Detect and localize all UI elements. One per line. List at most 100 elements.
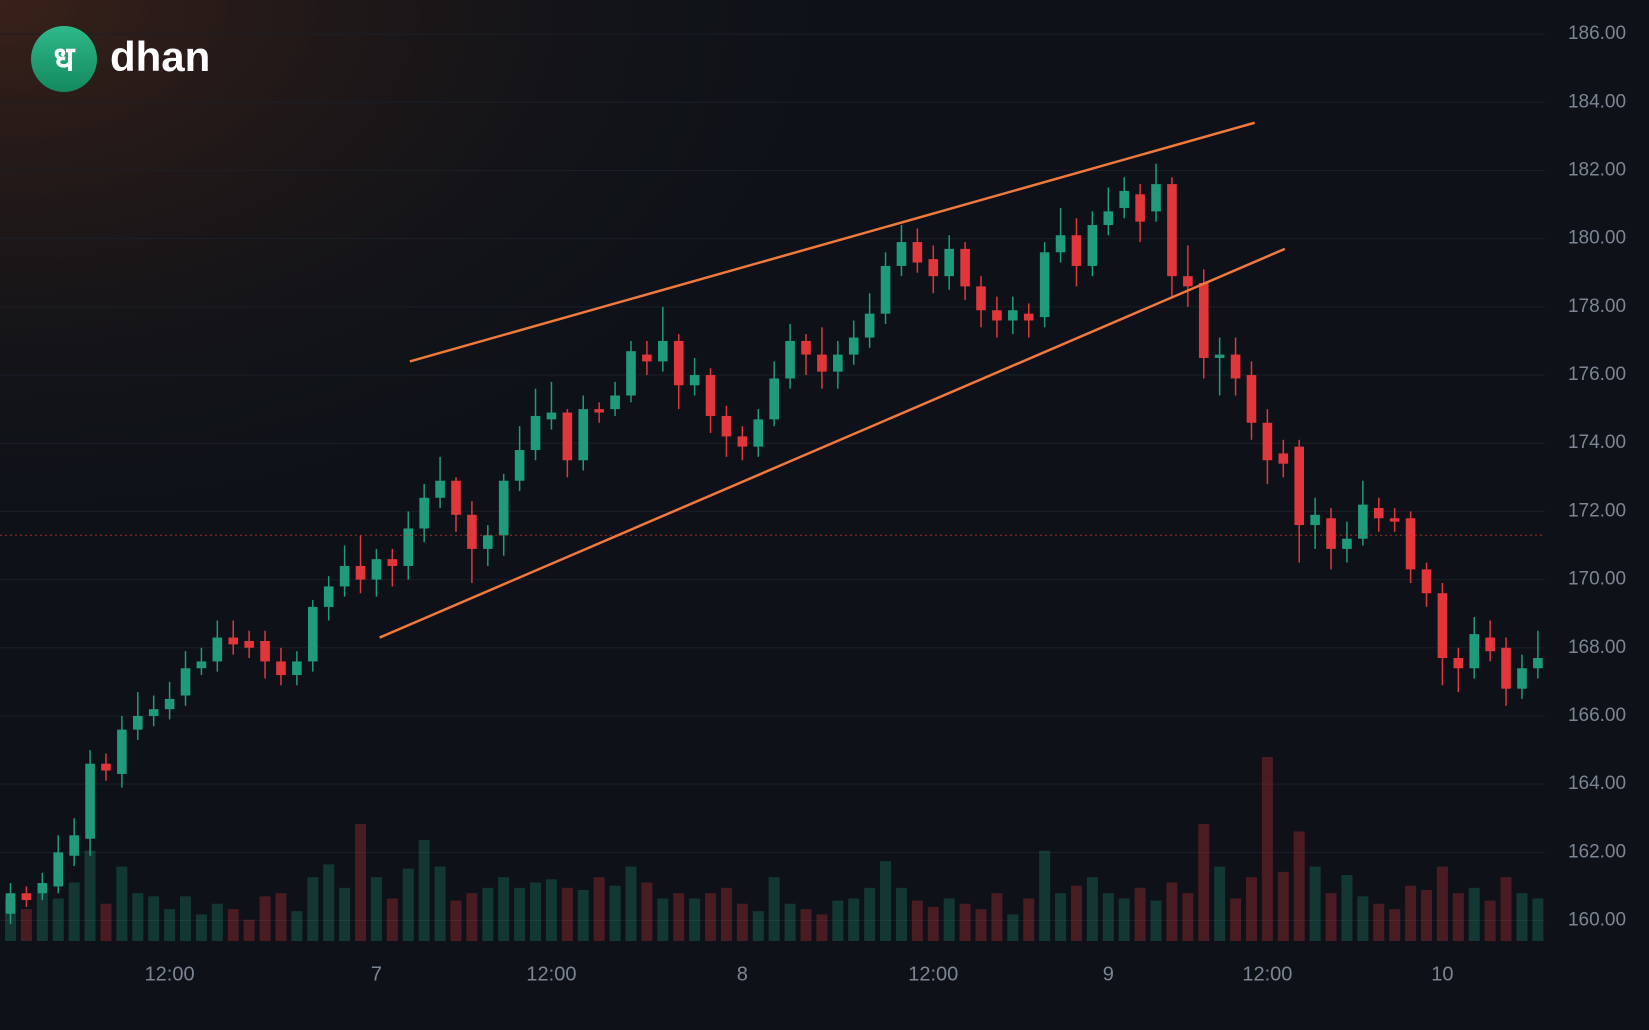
x-tick-label: 8	[737, 963, 748, 985]
logo-text: dhan	[110, 33, 210, 80]
volume-bar	[991, 893, 1003, 941]
volume-bar	[1452, 893, 1464, 941]
volume-bar	[370, 877, 382, 941]
volume-bar	[100, 903, 112, 941]
candle-body	[1198, 282, 1209, 358]
candle-body	[467, 514, 477, 549]
volume-bar	[275, 893, 287, 941]
candle-body	[419, 497, 429, 529]
candle-body	[1389, 518, 1400, 522]
candle-body	[658, 340, 668, 362]
volume-bar	[1436, 866, 1448, 941]
volume-bar	[1055, 893, 1067, 941]
candle-body	[1310, 514, 1320, 526]
y-tick-label: 182.00	[1568, 159, 1626, 180]
candle-body	[801, 340, 811, 355]
volume-bar	[880, 861, 892, 941]
volume-bar	[1134, 887, 1146, 941]
candle-body	[896, 242, 907, 266]
candle-body	[578, 409, 589, 461]
candle-body	[355, 565, 366, 580]
candle-body	[530, 415, 541, 451]
volume-bar	[1532, 898, 1544, 941]
y-tick-label: 172.00	[1568, 500, 1626, 521]
y-tick-label: 184.00	[1568, 91, 1626, 112]
volume-bar	[1500, 877, 1512, 941]
candle-body	[69, 835, 79, 856]
candle-body	[1167, 184, 1177, 277]
volume-bar	[355, 824, 367, 941]
candle-body	[196, 661, 207, 669]
candle-body	[323, 586, 334, 607]
volume-bar	[339, 887, 351, 941]
candle-body	[944, 248, 954, 277]
y-tick-label: 180.00	[1568, 228, 1626, 249]
candle-body	[180, 668, 191, 696]
logo-icon	[31, 26, 97, 92]
volume-bar	[1118, 898, 1130, 941]
candle-body	[1421, 569, 1432, 594]
trendline	[409, 121, 1256, 363]
candle-body	[880, 265, 891, 314]
volume-bar	[832, 900, 844, 941]
volume-bar	[673, 893, 685, 941]
candle-body	[5, 893, 16, 914]
volume-bar	[1198, 824, 1210, 941]
volume-bar	[1293, 831, 1305, 941]
volume-bar	[1150, 900, 1162, 941]
volume-bar	[1214, 866, 1226, 941]
candle-body	[817, 354, 827, 372]
candle-body	[1453, 658, 1464, 669]
candle-body	[562, 412, 573, 461]
candle-body	[85, 763, 95, 839]
candle-body	[21, 893, 32, 901]
volume-bar	[386, 898, 398, 941]
candle-body	[1358, 504, 1368, 539]
volume-bar	[1341, 875, 1353, 941]
volume-bar	[689, 898, 701, 941]
volume-bar	[609, 885, 621, 941]
volume-bar	[68, 882, 80, 941]
volume-bar	[1182, 893, 1194, 941]
volume-bar	[577, 889, 589, 941]
volume-bar	[418, 839, 430, 941]
volume-bar	[116, 866, 128, 941]
volume-bar	[243, 919, 255, 941]
volume-bar	[1405, 885, 1417, 941]
candle-body	[976, 286, 986, 311]
y-tick-label: 174.00	[1568, 432, 1626, 453]
candle-body	[1055, 235, 1066, 253]
volume-bar	[1277, 871, 1289, 941]
candle-body	[546, 412, 557, 420]
volume-bar	[895, 887, 907, 941]
candle-body	[1151, 184, 1161, 212]
candle-body	[53, 852, 64, 887]
candle-body	[1342, 538, 1352, 549]
candle-body	[212, 637, 223, 662]
volume-bar	[1309, 866, 1321, 941]
volume-bar	[959, 903, 971, 941]
candle-body	[785, 340, 795, 379]
volume-bar	[482, 887, 494, 941]
volume-bar	[1070, 885, 1082, 941]
candle-body	[833, 354, 843, 372]
volume-bar	[466, 893, 478, 941]
y-tick-label: 178.00	[1568, 296, 1626, 317]
candle-body	[721, 415, 732, 437]
candle-body	[451, 480, 461, 515]
volume-bar	[211, 903, 223, 941]
volume-bar	[561, 887, 573, 941]
volume-bar	[1468, 887, 1480, 941]
candle-body	[292, 661, 302, 676]
volume-bar	[84, 850, 96, 941]
volume-bar	[720, 887, 732, 941]
candle-body	[753, 419, 764, 447]
candle-body	[626, 351, 636, 396]
candle-body	[1214, 354, 1225, 358]
y-tick-label: 176.00	[1568, 364, 1626, 385]
volume-bar	[498, 877, 510, 941]
volume-bar	[132, 893, 144, 941]
candle-body	[1294, 446, 1305, 526]
y-tick-label: 166.00	[1568, 705, 1626, 726]
candle-body	[276, 661, 286, 676]
